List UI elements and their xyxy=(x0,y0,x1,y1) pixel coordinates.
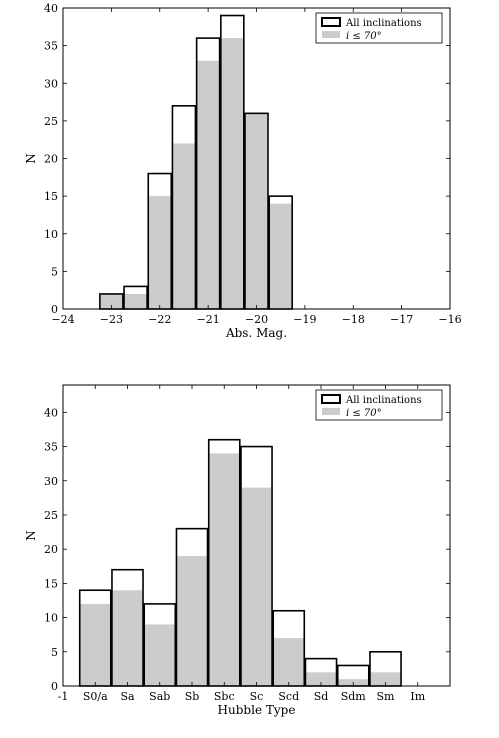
y-tick-label: 25 xyxy=(44,509,58,522)
x-tick-label: Sd xyxy=(314,690,329,703)
bar-subset xyxy=(245,113,268,309)
y-tick-label: 35 xyxy=(44,441,58,454)
x-tick-label: Sa xyxy=(120,690,135,703)
bar-subset xyxy=(124,293,147,309)
bar-subset xyxy=(112,590,143,686)
legend-swatch-all-inclinations xyxy=(321,17,341,27)
x-tick-label: −22 xyxy=(148,313,171,326)
hubble-type-histogram: 0 5 10 15 20 25 30 35 40 -1 S0/a Sa Sab Sb Sbc Sc Scd Sd… xyxy=(24,384,451,717)
legend-label-subset: i ≤ 70° xyxy=(346,408,382,419)
y-axis-label: N xyxy=(24,530,38,541)
bar-subset xyxy=(370,672,401,686)
x-tick-label: −21 xyxy=(197,313,220,326)
x-tick-label: Sab xyxy=(149,690,170,703)
bar-subset xyxy=(149,196,171,309)
x-axis-label: Abs. Mag. xyxy=(225,326,287,340)
legend-label-all-inclinations: All inclinations xyxy=(345,395,422,406)
x-tick-label: −23 xyxy=(100,313,123,326)
bar-subset xyxy=(269,203,292,309)
legend: All inclinations i ≤ 70° xyxy=(315,389,443,421)
y-tick-label: 35 xyxy=(44,40,58,53)
y-tick-label: 30 xyxy=(44,475,58,488)
y-tick-label: 0 xyxy=(51,680,58,693)
ticks xyxy=(62,385,450,687)
y-tick-label: 15 xyxy=(44,190,58,203)
x-tick-label: Sdm xyxy=(341,690,367,703)
magnitude-histogram: 0 5 10 15 20 25 30 35 40 −24 −23 −22 −21 −20 −19 −18 −1… xyxy=(24,2,462,340)
y-tick-labels: 0 5 10 15 20 25 30 35 40 xyxy=(44,2,58,316)
legend: All inclinations i ≤ 70° xyxy=(315,12,443,44)
y-tick-label: 0 xyxy=(51,303,58,316)
x-tick-label: S0/a xyxy=(83,690,108,703)
x-tick-label: Im xyxy=(410,690,425,703)
y-tick-label: 40 xyxy=(44,2,58,15)
bar-subset xyxy=(80,603,110,686)
y-tick-label: 10 xyxy=(44,228,58,241)
bar-subset xyxy=(145,624,175,686)
bar-subset xyxy=(306,672,336,686)
x-tick-label: Sbc xyxy=(214,690,235,703)
x-tick-labels: −24 −23 −22 −21 −20 −19 −18 −17 −16 xyxy=(51,313,461,326)
bar-subset xyxy=(241,487,272,686)
all-inclinations-bars xyxy=(99,14,293,310)
y-tick-label: 5 xyxy=(51,646,58,659)
legend-swatch-all-inclinations xyxy=(321,394,341,404)
x-tick-label: −24 xyxy=(51,313,74,326)
legend-label-all-inclinations: All inclinations xyxy=(345,18,422,29)
legend-swatch-subset xyxy=(322,31,340,38)
y-tick-label: 40 xyxy=(44,406,58,419)
y-tick-label: 30 xyxy=(44,77,58,90)
x-tick-label: −18 xyxy=(342,313,365,326)
y-tick-label: 25 xyxy=(44,115,58,128)
bar-subset xyxy=(274,638,304,686)
y-axis-label: N xyxy=(24,153,38,164)
bar-subset xyxy=(209,453,239,686)
legend-swatch-subset xyxy=(322,408,340,415)
bar-subset xyxy=(221,38,244,309)
bar-subset xyxy=(173,143,195,309)
x-tick-label: Scd xyxy=(278,690,299,703)
y-tick-label: 20 xyxy=(44,543,58,556)
y-tick-label: 15 xyxy=(44,577,58,590)
subset-bars xyxy=(80,453,401,686)
bar-subset xyxy=(177,556,207,686)
x-tick-label: −17 xyxy=(390,313,413,326)
x-tick-label: Sm xyxy=(377,690,396,703)
y-tick-label: 20 xyxy=(44,153,58,166)
x-tick-labels: -1 S0/a Sa Sab Sb Sbc Sc Scd Sd Sdm Sm Im xyxy=(58,690,426,703)
x-tick-label: Sc xyxy=(250,690,264,703)
y-tick-label: 5 xyxy=(51,265,58,278)
bar-subset xyxy=(100,293,123,309)
subset-bars xyxy=(100,38,292,309)
y-tick-labels: 0 5 10 15 20 25 30 35 40 xyxy=(44,406,58,693)
x-tick-label: Sb xyxy=(185,690,200,703)
x-tick-label: −16 xyxy=(438,313,461,326)
y-tick-label: 10 xyxy=(44,612,58,625)
bar-subset xyxy=(197,60,219,309)
ticks xyxy=(62,7,451,310)
x-tick-label: −19 xyxy=(293,313,316,326)
legend-label-subset: i ≤ 70° xyxy=(346,31,382,42)
x-tick-label: −20 xyxy=(245,313,268,326)
x-tick-label: -1 xyxy=(58,690,69,703)
x-axis-label: Hubble Type xyxy=(218,703,296,717)
